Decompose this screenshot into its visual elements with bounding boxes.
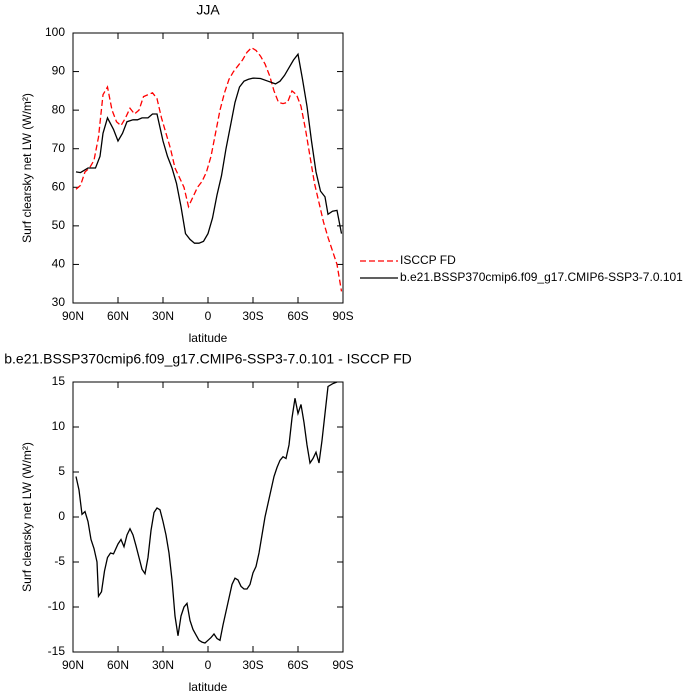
x-tick-label: 60N [107, 658, 129, 672]
x-tick-label: 0 [205, 309, 212, 323]
y-tick-label: 70 [52, 141, 66, 155]
y-tick-label: 40 [52, 257, 66, 271]
x-tick-label: 90S [332, 309, 353, 323]
y-tick-label: 100 [45, 25, 65, 39]
data-line [75, 46, 343, 292]
chart-title: JJA [196, 2, 220, 18]
y-tick-label: 50 [52, 218, 66, 232]
y-tick-label: 15 [52, 374, 66, 388]
data-line [75, 52, 343, 244]
x-axis-label: latitude [189, 680, 228, 694]
x-tick-label: 30N [152, 658, 174, 672]
y-tick-label: -15 [48, 644, 66, 658]
plot-frame [72, 381, 344, 653]
x-tick-label: 90S [332, 658, 353, 672]
y-tick-label: 0 [58, 509, 65, 523]
y-axis-label: Surf clearsky net LW (W/m²) [20, 442, 34, 592]
chart-title: b.e21.BSSP370cmip6.f09_g17.CMIP6-SSP3-7.… [4, 351, 412, 367]
x-tick-label: 90N [62, 658, 84, 672]
x-axis-label: latitude [189, 331, 228, 345]
y-tick-label: -10 [48, 599, 66, 613]
y-tick-label: 5 [58, 464, 65, 478]
legend-label: b.e21.BSSP370cmip6.f09_g17.CMIP6-SSP3-7.… [400, 270, 683, 284]
x-tick-label: 30N [152, 309, 174, 323]
x-tick-label: 60S [287, 309, 308, 323]
x-tick-label: 30S [242, 309, 263, 323]
y-tick-label: 90 [52, 64, 66, 78]
y-tick-label: -5 [54, 554, 65, 568]
y-tick-label: 80 [52, 102, 66, 116]
y-tick-label: 60 [52, 179, 66, 193]
x-tick-label: 0 [205, 658, 212, 672]
legend-label: ISCCP FD [400, 253, 456, 267]
x-tick-label: 60N [107, 309, 129, 323]
y-tick-label: 30 [52, 295, 66, 309]
x-tick-label: 30S [242, 658, 263, 672]
data-line [75, 381, 338, 644]
plot-frame [72, 32, 344, 304]
x-tick-label: 60S [287, 658, 308, 672]
y-axis-label: Surf clearsky net LW (W/m²) [20, 93, 34, 243]
x-tick-label: 90N [62, 309, 84, 323]
y-tick-label: 10 [52, 419, 66, 433]
